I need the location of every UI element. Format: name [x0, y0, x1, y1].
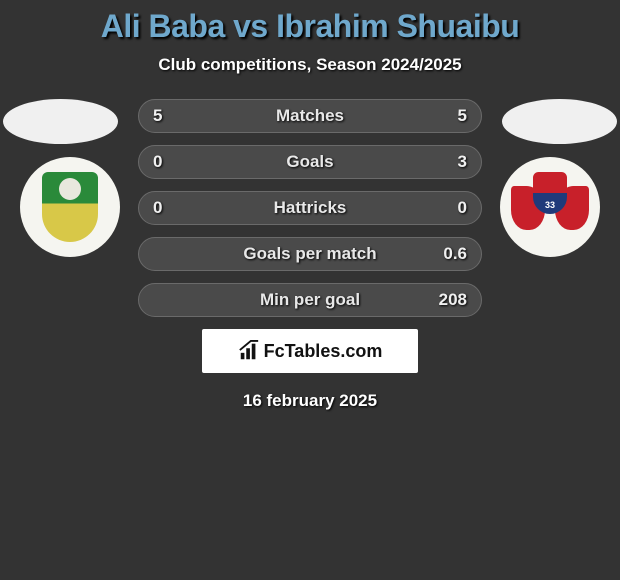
stat-label: Goals — [139, 152, 481, 172]
club-crest-left — [20, 157, 120, 257]
stat-row-goals: 0 Goals 3 — [138, 145, 482, 179]
crest-shape-right: 33 — [511, 168, 589, 246]
stat-left-value: 0 — [153, 198, 162, 218]
footer: FcTables.com 16 february 2025 — [202, 329, 418, 411]
stat-row-goals-per-match: Goals per match 0.6 — [138, 237, 482, 271]
crest-shape-left — [42, 172, 98, 242]
stat-right-value: 0.6 — [443, 244, 467, 264]
stat-label: Hattricks — [139, 198, 481, 218]
stat-left-value: 5 — [153, 106, 162, 126]
stat-right-value: 3 — [458, 152, 467, 172]
brand-text: FcTables.com — [264, 341, 383, 362]
stat-right-value: 0 — [458, 198, 467, 218]
stats-area: 33 5 Matches 5 0 Goals 3 0 Hattricks 0 — [0, 99, 620, 411]
date-text: 16 february 2025 — [202, 391, 418, 411]
stat-row-matches: 5 Matches 5 — [138, 99, 482, 133]
comparison-card: Ali Baba vs Ibrahim Shuaibu Club competi… — [0, 0, 620, 411]
stat-label: Matches — [139, 106, 481, 126]
subtitle: Club competitions, Season 2024/2025 — [0, 55, 620, 75]
player-photo-right — [502, 99, 617, 144]
stat-right-value: 5 — [458, 106, 467, 126]
player-photo-left — [3, 99, 118, 144]
crest-number: 33 — [545, 200, 555, 210]
stat-right-value: 208 — [439, 290, 467, 310]
stat-row-min-per-goal: Min per goal 208 — [138, 283, 482, 317]
stat-label: Min per goal — [139, 290, 481, 310]
brand-box[interactable]: FcTables.com — [202, 329, 418, 373]
club-crest-right: 33 — [500, 157, 600, 257]
stat-row-hattricks: 0 Hattricks 0 — [138, 191, 482, 225]
page-title: Ali Baba vs Ibrahim Shuaibu — [0, 8, 620, 45]
stat-rows: 5 Matches 5 0 Goals 3 0 Hattricks 0 Goal… — [138, 99, 482, 317]
stat-label: Goals per match — [139, 244, 481, 264]
shield-icon: 33 — [533, 172, 567, 214]
bar-chart-icon — [238, 340, 260, 362]
stat-left-value: 0 — [153, 152, 162, 172]
